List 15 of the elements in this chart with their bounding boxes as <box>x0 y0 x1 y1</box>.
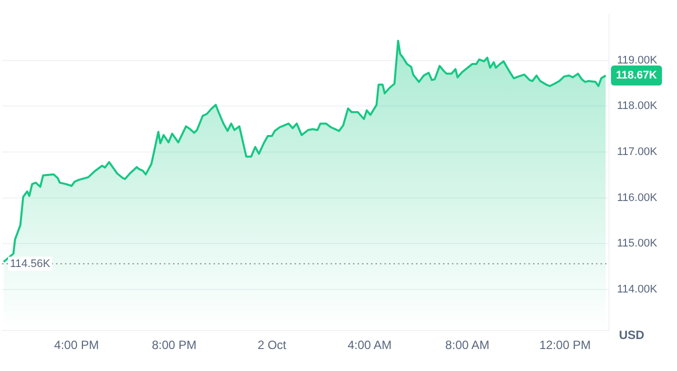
y-tick-label: 116.00K <box>617 192 658 204</box>
x-tick-label: 4:00 AM <box>348 338 392 352</box>
annotation: 118.67K <box>616 70 658 82</box>
y-tick-label: 119.00K <box>617 54 658 66</box>
y-tick-label: 115.00K <box>617 238 658 250</box>
y-axis-title: USD <box>619 328 645 342</box>
y-tick-label: 118.00K <box>617 100 658 112</box>
x-tick-label: 8:00 PM <box>152 338 197 352</box>
ref-line-label: 114.56K <box>10 258 51 270</box>
y-tick-label: 117.00K <box>617 146 658 158</box>
y-tick-label: 114.00K <box>617 283 658 296</box>
x-tick-label: 8:00 AM <box>445 338 490 352</box>
x-tick-label: 2 Oct <box>258 338 287 352</box>
x-tick-label: 12:00 PM <box>539 338 591 352</box>
x-tick-label: 4:00 PM <box>54 338 99 352</box>
